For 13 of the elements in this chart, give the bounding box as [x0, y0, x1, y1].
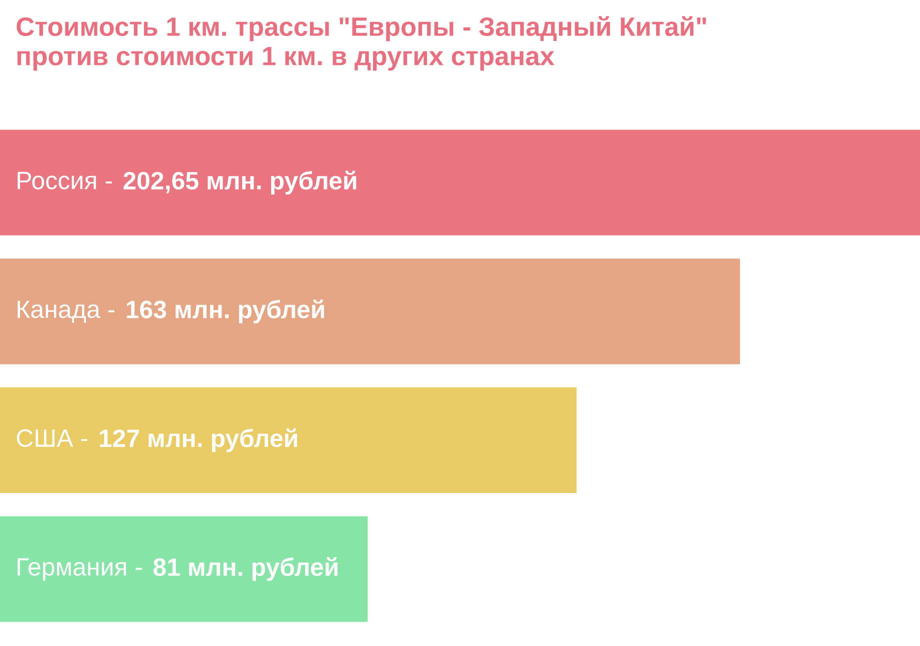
chart-title: Стоимость 1 км. трассы "Европы - Западный Китай" против стоимости 1 км. в других странах [16, 16, 706, 71]
y-tick-label: Германия - [18, 558, 142, 581]
bar [0, 387, 577, 494]
data-label: 127 млн. рублей [100, 428, 298, 452]
data-label: 163 млн. рублей [126, 300, 324, 324]
y-tick-label: Канада - [18, 300, 114, 323]
y-tick-label: Россия - [18, 172, 112, 190]
bar [0, 258, 740, 364]
data-label: 202,65 млн. рублей [123, 170, 356, 195]
bar [0, 130, 920, 236]
bar [0, 516, 368, 622]
data-label: 81 млн. рублей [153, 557, 338, 581]
y-tick-label: США - [16, 429, 88, 447]
